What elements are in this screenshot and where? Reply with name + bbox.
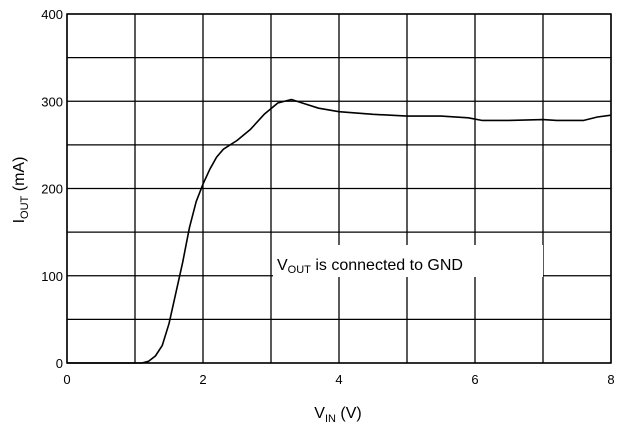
x-tick-label: 8 [607,372,614,387]
y-tick-label: 0 [56,356,63,371]
y-tick-label: 400 [41,7,63,22]
x-tick-label: 4 [335,372,342,387]
y-axis-label-sub: OUT [19,195,31,219]
x-tick-label: 0 [63,372,70,387]
x-tick-label: 2 [199,372,206,387]
tick-labels: 0 2 4 6 8 0 100 200 300 400 [41,7,614,387]
annotation-main: V [277,257,288,274]
y-axis-label-main: I [11,219,28,223]
annotation-text: VOUT is connected to GND [277,257,463,276]
annotation-sub: OUT [288,264,312,276]
series-layer [67,98,612,364]
y-tick-label: 100 [41,269,63,284]
annotation-box [273,245,543,277]
y-tick-label: 300 [41,94,63,109]
x-axis-label-unit: (V) [336,405,362,422]
y-axis-label: IOUT (mA) [11,157,31,224]
y-tick-label: 200 [41,182,63,197]
x-axis-label-sub: IN [325,413,336,425]
x-axis-label-main: V [314,405,325,422]
plot-frame [66,13,612,364]
x-tick-label: 6 [471,372,478,387]
x-axis-label: VIN (V) [314,405,361,425]
annotation-rest: is connected to GND [311,257,463,274]
grid [66,13,612,364]
y-axis-label-unit: (mA) [11,157,28,196]
series-line [67,98,612,364]
